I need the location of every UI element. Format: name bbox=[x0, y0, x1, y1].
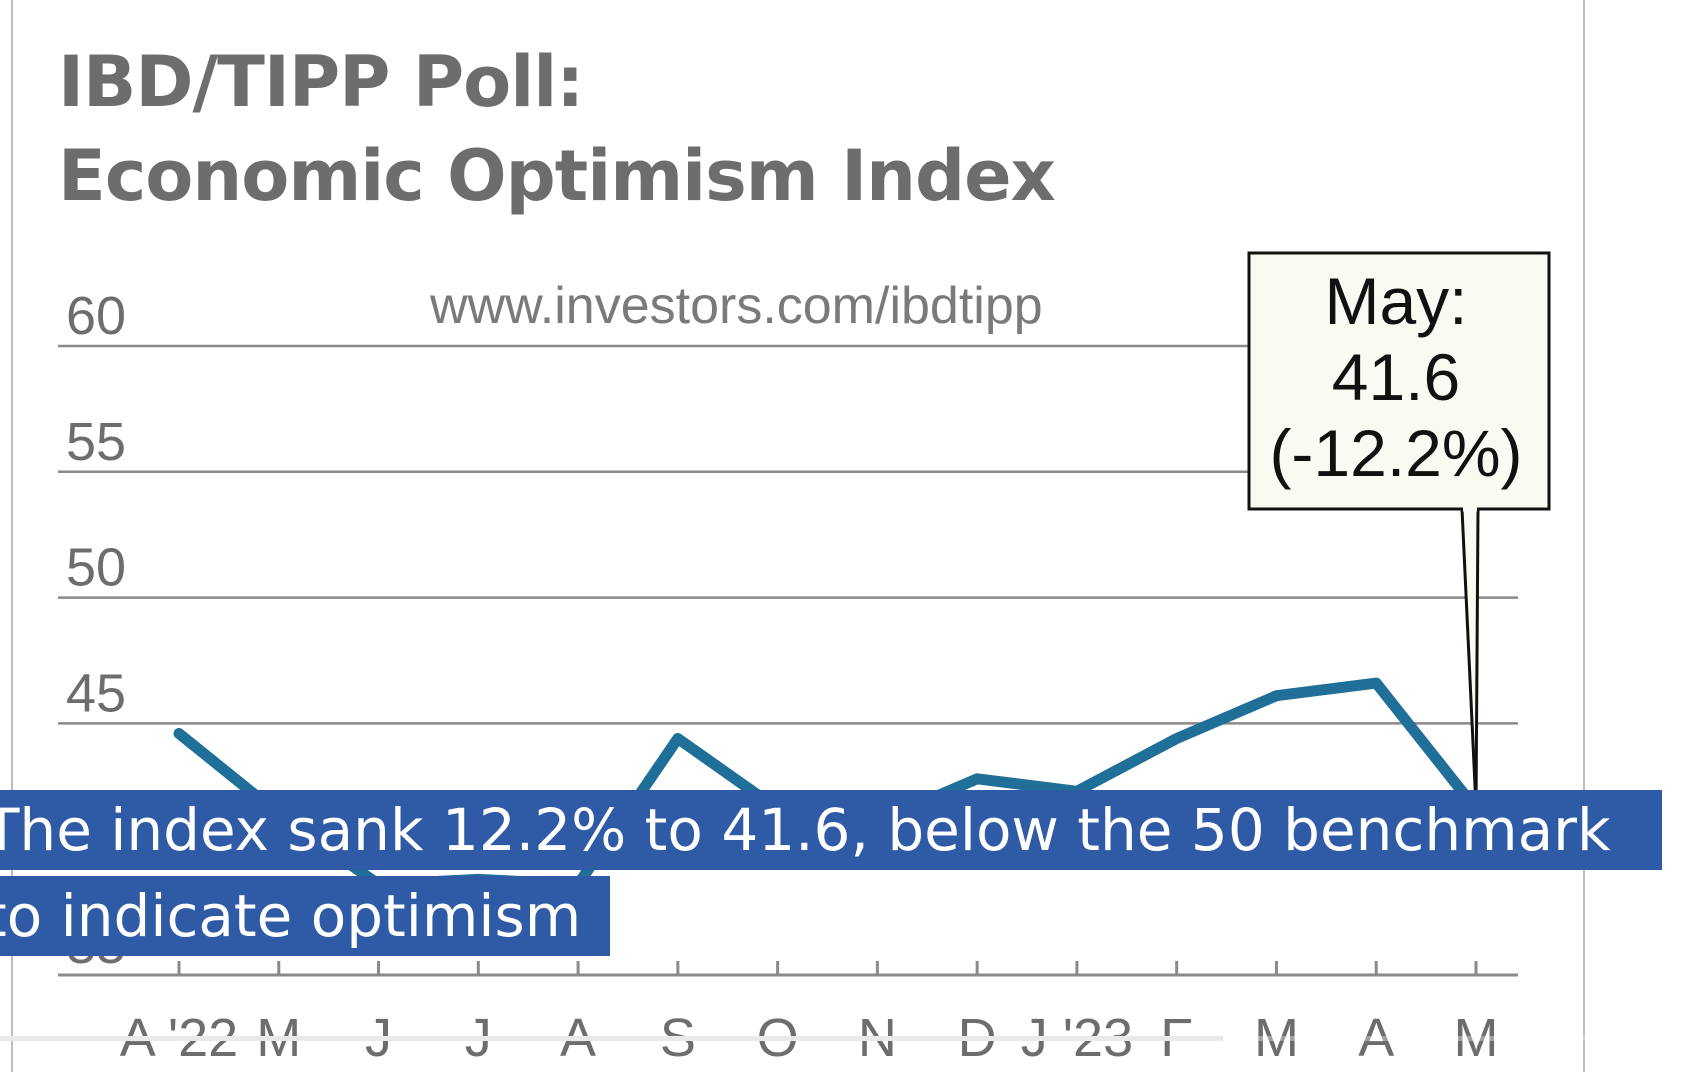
caption-line-1: The index sank 12.2% to 41.6, below the … bbox=[0, 790, 1662, 870]
chart-title: IBD/TIPP Poll: bbox=[58, 41, 584, 123]
video-progress-bar[interactable] bbox=[0, 1036, 1687, 1041]
callout-label: May: bbox=[1324, 264, 1467, 338]
y-tick-label: 60 bbox=[66, 286, 126, 346]
caption-line-2: to indicate optimism bbox=[0, 876, 610, 956]
x-tick-label: M bbox=[1454, 1008, 1499, 1068]
video-progress-fill bbox=[0, 1036, 1224, 1041]
callout-change: (-12.2%) bbox=[1269, 416, 1522, 490]
caption-text-2: to indicate optimism bbox=[0, 882, 582, 950]
callout-rect bbox=[1247, 251, 1551, 511]
callout-box: May: 41.6 (-12.2%) bbox=[1247, 251, 1551, 808]
chart-frame bbox=[11, 0, 1585, 1072]
y-tick-label: 55 bbox=[66, 412, 126, 472]
x-tick-label: M bbox=[1254, 1008, 1299, 1068]
y-tick-label: 50 bbox=[66, 538, 126, 598]
callout-value: 41.6 bbox=[1332, 340, 1460, 414]
y-tick-label: 45 bbox=[66, 663, 126, 723]
x-tick-label: A bbox=[1358, 1008, 1394, 1068]
chart-subtitle: Economic Optimism Index bbox=[58, 135, 1056, 217]
callout-pointer bbox=[1460, 507, 1480, 808]
source-note: www.investors.com/ibdtipp bbox=[429, 277, 1043, 335]
caption-text-1: The index sank 12.2% to 41.6, below the … bbox=[0, 796, 1611, 864]
